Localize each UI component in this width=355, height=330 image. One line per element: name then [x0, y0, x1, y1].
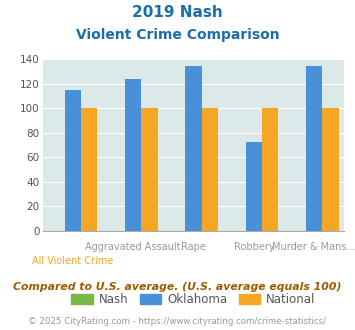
- Text: Aggravated Assault: Aggravated Assault: [85, 242, 181, 252]
- Text: © 2025 CityRating.com - https://www.cityrating.com/crime-statistics/: © 2025 CityRating.com - https://www.city…: [28, 317, 327, 326]
- Bar: [202, 109, 218, 231]
- Bar: [125, 79, 141, 231]
- Text: 2019 Nash: 2019 Nash: [132, 5, 223, 20]
- Text: Rape: Rape: [181, 242, 206, 252]
- Bar: [306, 66, 322, 231]
- Text: Murder & Mans...: Murder & Mans...: [272, 242, 355, 252]
- Bar: [322, 109, 339, 231]
- Text: Compared to U.S. average. (U.S. average equals 100): Compared to U.S. average. (U.S. average …: [13, 282, 342, 292]
- Bar: [81, 109, 97, 231]
- Bar: [141, 109, 158, 231]
- Legend: Nash, Oklahoma, National: Nash, Oklahoma, National: [67, 288, 320, 311]
- Text: Violent Crime Comparison: Violent Crime Comparison: [76, 28, 279, 42]
- Bar: [65, 90, 81, 231]
- Bar: [246, 142, 262, 231]
- Bar: [262, 109, 278, 231]
- Bar: [185, 66, 202, 231]
- Text: All Violent Crime: All Violent Crime: [32, 256, 113, 266]
- Text: Robbery: Robbery: [234, 242, 274, 252]
